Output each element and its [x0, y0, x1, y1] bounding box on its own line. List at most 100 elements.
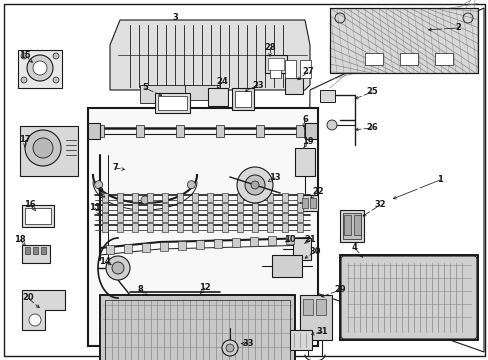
Bar	[88, 108, 317, 346]
Polygon shape	[22, 290, 65, 330]
Bar	[124, 244, 132, 253]
Text: 20: 20	[22, 293, 34, 302]
Bar	[302, 198, 307, 208]
Bar	[339, 255, 477, 340]
Bar	[249, 237, 258, 246]
Bar	[237, 223, 243, 232]
Bar	[162, 193, 168, 202]
Bar	[147, 193, 153, 202]
Bar	[266, 203, 272, 212]
Bar	[235, 91, 250, 107]
Bar	[106, 246, 114, 255]
Bar	[343, 215, 350, 235]
Bar	[158, 96, 186, 110]
Bar	[117, 223, 123, 232]
Bar	[329, 8, 477, 73]
Circle shape	[29, 314, 41, 326]
Bar	[251, 223, 258, 232]
Text: 32: 32	[373, 201, 385, 210]
Circle shape	[95, 181, 102, 189]
Bar	[41, 247, 46, 254]
Bar	[102, 213, 108, 222]
Bar	[88, 123, 100, 139]
Circle shape	[53, 77, 59, 83]
Bar	[305, 123, 316, 139]
Bar	[296, 203, 303, 212]
Circle shape	[106, 256, 130, 280]
Circle shape	[25, 130, 61, 166]
Bar	[251, 193, 258, 202]
Bar	[266, 213, 272, 222]
Bar	[309, 198, 315, 208]
Bar	[282, 213, 287, 222]
Bar	[206, 203, 213, 212]
Bar	[102, 193, 108, 202]
Bar	[285, 78, 303, 94]
Bar	[102, 223, 108, 232]
Bar	[329, 8, 477, 73]
Text: 31: 31	[316, 328, 327, 337]
Text: 4: 4	[351, 243, 357, 252]
Text: 14: 14	[99, 257, 111, 266]
Bar	[285, 60, 295, 78]
Bar	[256, 125, 264, 137]
Bar	[192, 213, 198, 222]
Text: 12: 12	[199, 284, 210, 292]
Bar	[100, 295, 294, 360]
Bar	[117, 213, 123, 222]
Bar	[216, 125, 224, 137]
Text: 5: 5	[142, 84, 148, 93]
Bar	[100, 295, 294, 360]
Bar	[339, 255, 477, 340]
Bar	[237, 193, 243, 202]
Bar	[20, 126, 78, 176]
Bar	[289, 330, 311, 350]
Text: 16: 16	[24, 201, 36, 210]
Bar	[296, 213, 303, 222]
Bar	[132, 203, 138, 212]
Circle shape	[21, 77, 27, 83]
Bar	[222, 203, 227, 212]
Bar	[237, 213, 243, 222]
Text: 17: 17	[19, 135, 31, 144]
Bar	[434, 53, 452, 65]
Bar	[285, 235, 293, 244]
Bar	[214, 239, 222, 248]
Bar	[267, 58, 284, 70]
Bar	[142, 243, 150, 252]
Circle shape	[53, 53, 59, 59]
Bar	[206, 223, 213, 232]
Bar	[18, 50, 62, 88]
Bar	[192, 193, 198, 202]
Bar	[296, 193, 303, 202]
Bar	[147, 213, 153, 222]
Text: 9: 9	[97, 188, 102, 197]
Text: 27: 27	[302, 68, 313, 77]
Text: 1: 1	[436, 175, 442, 184]
Bar	[147, 203, 153, 212]
Bar	[315, 299, 325, 315]
Bar	[353, 215, 360, 235]
Bar	[155, 93, 190, 113]
Bar	[162, 223, 168, 232]
Bar	[177, 203, 183, 212]
Bar	[102, 203, 108, 212]
Text: 30: 30	[308, 248, 320, 256]
Bar	[177, 223, 183, 232]
Text: 25: 25	[366, 87, 377, 96]
Bar	[364, 53, 382, 65]
Bar	[299, 295, 331, 340]
Bar	[96, 125, 104, 137]
Bar	[266, 223, 272, 232]
Bar	[222, 193, 227, 202]
Text: 15: 15	[19, 50, 31, 59]
Bar	[206, 213, 213, 222]
Bar	[192, 203, 198, 212]
Bar	[231, 88, 253, 110]
Bar	[264, 55, 286, 73]
Bar	[117, 193, 123, 202]
Bar	[192, 223, 198, 232]
Bar	[162, 203, 168, 212]
Bar	[251, 213, 258, 222]
Bar	[25, 247, 30, 254]
